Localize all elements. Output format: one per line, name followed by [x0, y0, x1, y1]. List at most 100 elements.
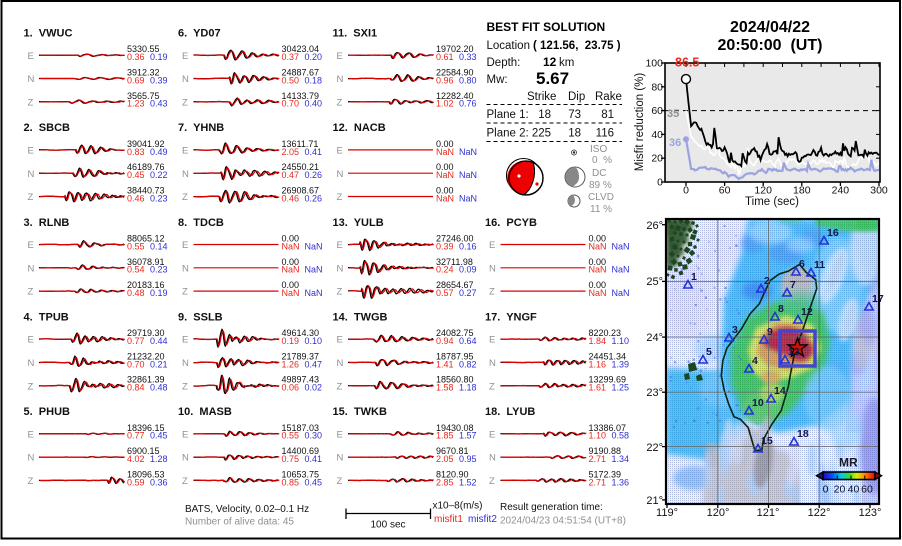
svg-text:18560.80: 18560.80 [436, 375, 474, 385]
svg-text:12: 12 [801, 306, 813, 318]
svg-text:0.84: 0.84 [127, 383, 145, 393]
svg-text:0.00: 0.00 [589, 257, 607, 267]
svg-text:Misfit reduction (%): Misfit reduction (%) [634, 73, 646, 172]
svg-text:Strike: Strike [527, 91, 556, 103]
svg-text:16: 16 [827, 227, 839, 239]
svg-text:39041.92: 39041.92 [127, 139, 165, 149]
svg-text:0.85: 0.85 [282, 477, 300, 487]
svg-text:3912.32: 3912.32 [127, 68, 160, 78]
svg-text:N: N [337, 169, 344, 180]
svg-text:1.36: 1.36 [612, 477, 630, 487]
svg-text:1: 1 [691, 271, 697, 283]
svg-text:0.00: 0.00 [436, 186, 454, 196]
svg-text:Result generation time:: Result generation time: [500, 502, 603, 513]
svg-text:DC: DC [592, 168, 606, 179]
svg-text:0.55: 0.55 [127, 241, 145, 251]
svg-text:0.47: 0.47 [305, 359, 323, 369]
svg-text:0.18: 0.18 [305, 75, 323, 85]
svg-text:N: N [337, 263, 344, 274]
svg-text:Z: Z [337, 381, 343, 392]
svg-text:0.40: 0.40 [305, 99, 323, 109]
svg-text:23°: 23° [646, 387, 663, 399]
svg-text:21232.20: 21232.20 [127, 351, 165, 361]
svg-text:8. TDCB: 8. TDCB [178, 217, 224, 229]
svg-text:18: 18 [538, 109, 551, 121]
svg-text:0.00: 0.00 [589, 234, 607, 244]
svg-text:24082.75: 24082.75 [436, 328, 474, 338]
svg-text:2.05: 2.05 [436, 454, 454, 464]
svg-text:1.10: 1.10 [612, 336, 630, 346]
svg-text:0.80: 0.80 [459, 75, 477, 85]
svg-text:0.45: 0.45 [150, 431, 168, 441]
svg-text:NaN: NaN [436, 193, 454, 203]
svg-text:20: 20 [651, 153, 663, 165]
svg-text:300: 300 [870, 185, 888, 197]
svg-text:Z: Z [489, 476, 495, 487]
svg-text:100 sec: 100 sec [370, 520, 405, 531]
svg-text:3565.75: 3565.75 [127, 91, 160, 101]
svg-text:32711.98: 32711.98 [436, 257, 473, 267]
svg-text:E: E [28, 429, 34, 440]
svg-text:40: 40 [848, 484, 860, 496]
svg-text:6. YD07: 6. YD07 [178, 28, 221, 40]
svg-text:0.37: 0.37 [282, 52, 300, 62]
svg-text:18787.95: 18787.95 [436, 351, 474, 361]
svg-text:0.23: 0.23 [150, 193, 168, 203]
svg-text:1.85: 1.85 [436, 431, 454, 441]
svg-text:0.47: 0.47 [282, 170, 300, 180]
svg-text:0.64: 0.64 [459, 336, 477, 346]
svg-text:26908.67: 26908.67 [282, 186, 320, 196]
svg-text:13386.07: 13386.07 [589, 423, 627, 433]
svg-text:Z: Z [337, 287, 343, 298]
svg-text:NaN: NaN [305, 265, 323, 275]
svg-text:Z: Z [182, 97, 188, 108]
svg-text:36078.91: 36078.91 [127, 257, 165, 267]
svg-text:5: 5 [706, 346, 712, 358]
svg-text:Z: Z [182, 287, 188, 298]
svg-text:0.41: 0.41 [305, 147, 323, 157]
svg-text:1.61: 1.61 [589, 383, 607, 393]
svg-text:0: 0 [683, 185, 689, 197]
svg-text:86.5: 86.5 [675, 56, 699, 70]
svg-text:ISO: ISO [590, 144, 607, 155]
svg-text:18396.15: 18396.15 [127, 423, 165, 433]
svg-text:18: 18 [797, 428, 809, 440]
svg-text:2: 2 [764, 275, 770, 287]
svg-text:Depth:: Depth: [487, 57, 521, 69]
svg-text:89 %: 89 % [589, 180, 612, 191]
svg-text:14. TWGB: 14. TWGB [333, 311, 388, 323]
svg-text:Z: Z [337, 476, 343, 487]
svg-text:11: 11 [814, 259, 825, 271]
svg-text:N: N [489, 358, 496, 369]
svg-text:Z: Z [182, 381, 188, 392]
svg-text:24451.34: 24451.34 [589, 351, 627, 361]
svg-text:0.45: 0.45 [305, 477, 323, 487]
svg-text:5. PHUB: 5. PHUB [24, 406, 71, 418]
svg-text:Plane 1:: Plane 1: [487, 109, 529, 121]
svg-text:0.06: 0.06 [282, 383, 300, 393]
svg-text:15187.03: 15187.03 [282, 423, 320, 433]
svg-text:N: N [28, 358, 35, 369]
svg-text:E: E [337, 240, 343, 251]
svg-text:NaN: NaN [459, 170, 477, 180]
svg-text:0.70: 0.70 [282, 99, 300, 109]
svg-text:0.00: 0.00 [436, 139, 454, 149]
svg-text:0.58: 0.58 [612, 431, 630, 441]
svg-text:0.00: 0.00 [589, 280, 607, 290]
svg-text:km: km [559, 57, 574, 69]
svg-text:18096.53: 18096.53 [127, 469, 165, 479]
svg-text:E: E [337, 335, 343, 346]
svg-text:4.02: 4.02 [127, 454, 145, 464]
svg-text:N: N [182, 169, 189, 180]
svg-text:N: N [489, 453, 496, 464]
svg-text:NaN: NaN [612, 288, 630, 298]
svg-text:1.57: 1.57 [459, 431, 477, 441]
svg-text:Rake: Rake [595, 91, 622, 103]
svg-text:N: N [182, 263, 189, 274]
svg-text:20183.16: 20183.16 [127, 280, 165, 290]
svg-text:0.26: 0.26 [305, 193, 323, 203]
svg-text:Z: Z [28, 97, 34, 108]
svg-text:21789.37: 21789.37 [282, 351, 320, 361]
svg-text:BEST FIT SOLUTION: BEST FIT SOLUTION [487, 20, 606, 34]
svg-text:2.85: 2.85 [436, 477, 454, 487]
